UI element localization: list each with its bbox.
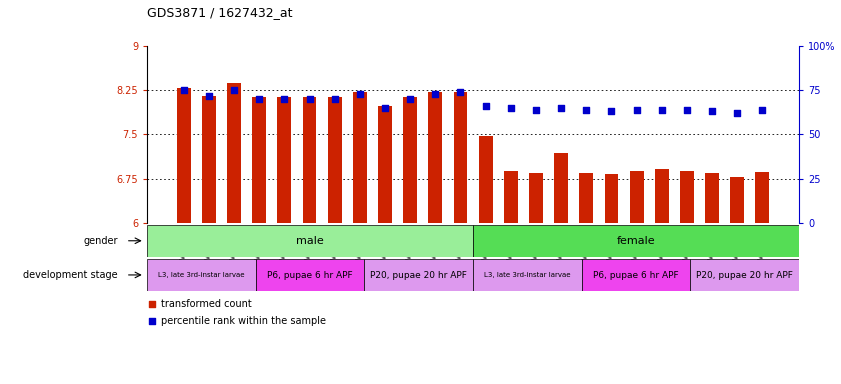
Point (554, 105, 568, 111)
Bar (364, 259, 473, 291)
Bar (690, 259, 799, 291)
Point (579, 107, 593, 113)
Point (731, 110, 744, 116)
Point (706, 108, 719, 114)
Bar (328, 97, 341, 223)
Bar (403, 97, 417, 223)
Point (328, 96, 341, 102)
Point (404, 96, 417, 102)
Text: GDS3871 / 1627432_at: GDS3871 / 1627432_at (147, 6, 293, 19)
Point (145, 301, 159, 307)
Bar (479, 136, 493, 223)
Bar (227, 83, 241, 223)
Text: percentile rank within the sample: percentile rank within the sample (161, 316, 325, 326)
Point (454, 89, 468, 95)
Text: transformed count: transformed count (161, 299, 251, 309)
Bar (554, 153, 568, 223)
Text: L3, late 3rd-instar larvae: L3, late 3rd-instar larvae (484, 272, 571, 278)
Bar (303, 97, 316, 223)
Point (655, 107, 669, 113)
Bar (278, 97, 291, 223)
Point (605, 108, 618, 114)
Bar (529, 173, 543, 223)
Bar (730, 177, 744, 223)
Point (630, 107, 643, 113)
Text: L3, late 3rd-instar larvae: L3, late 3rd-instar larvae (158, 272, 245, 278)
Bar (177, 88, 191, 223)
Point (504, 105, 517, 111)
Bar (582, 259, 690, 291)
Text: male: male (296, 236, 324, 246)
Bar (755, 172, 770, 223)
Point (177, 87, 190, 93)
Bar (680, 171, 694, 223)
Point (278, 96, 291, 102)
Bar (453, 92, 468, 223)
Point (429, 91, 442, 97)
Point (479, 103, 492, 109)
Point (529, 107, 542, 113)
Bar (428, 92, 442, 223)
Point (145, 318, 159, 324)
Text: P20, pupae 20 hr APF: P20, pupae 20 hr APF (370, 271, 468, 280)
Text: development stage: development stage (23, 270, 118, 280)
Text: gender: gender (83, 236, 118, 246)
Text: P20, pupae 20 hr APF: P20, pupae 20 hr APF (696, 271, 793, 280)
Bar (504, 171, 518, 223)
Text: P6, pupae 6 hr APF: P6, pupae 6 hr APF (593, 271, 679, 280)
Bar (378, 106, 392, 223)
Bar (252, 97, 266, 223)
Bar (256, 259, 364, 291)
Bar (147, 259, 256, 291)
Text: P6, pupae 6 hr APF: P6, pupae 6 hr APF (267, 271, 353, 280)
Point (252, 96, 266, 102)
Bar (655, 169, 669, 223)
Point (202, 93, 215, 99)
Point (378, 105, 392, 111)
Point (353, 91, 367, 97)
Bar (605, 174, 618, 223)
Bar (353, 92, 367, 223)
Point (756, 107, 770, 113)
Bar (705, 173, 719, 223)
Bar (630, 171, 643, 223)
Bar (147, 225, 473, 257)
Text: female: female (616, 236, 655, 246)
Point (227, 87, 241, 93)
Bar (579, 173, 593, 223)
Point (303, 96, 316, 102)
Bar (473, 225, 799, 257)
Point (680, 107, 694, 113)
Bar (473, 259, 582, 291)
Bar (202, 96, 216, 223)
